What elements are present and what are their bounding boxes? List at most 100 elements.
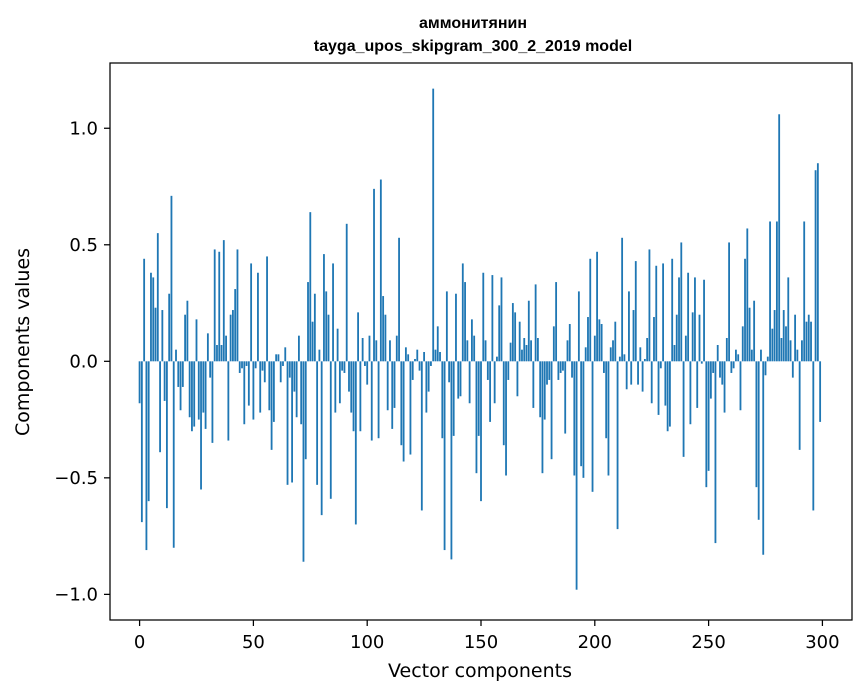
bar: [771, 328, 774, 362]
bar: [748, 307, 751, 362]
bar: [270, 361, 273, 450]
bar: [555, 282, 558, 362]
bar: [243, 361, 246, 425]
bar: [161, 310, 164, 362]
bar: [648, 249, 651, 362]
bar: [366, 361, 369, 385]
bar: [332, 263, 334, 362]
bar: [582, 361, 585, 478]
bar: [275, 354, 278, 362]
bar: [712, 361, 715, 373]
bar: [714, 361, 717, 544]
bar: [486, 361, 489, 380]
bar: [593, 335, 596, 362]
bar: [707, 361, 710, 471]
bar: [434, 349, 437, 362]
bar: [393, 361, 396, 408]
bar: [461, 263, 464, 362]
bar: [534, 284, 537, 362]
bar: [810, 321, 812, 362]
bar: [789, 340, 792, 362]
bar: [298, 335, 300, 362]
y-tick-label: 0.5: [69, 235, 98, 256]
bar: [536, 338, 539, 362]
bar: [703, 279, 705, 362]
bar: [247, 361, 250, 406]
bar: [432, 88, 435, 362]
plot-frame: [109, 62, 853, 621]
bar: [803, 221, 806, 362]
bar: [225, 335, 227, 362]
bar: [206, 333, 209, 362]
bar: [675, 314, 678, 362]
bar: [370, 361, 373, 441]
bar: [643, 358, 646, 362]
bar: [143, 258, 146, 362]
bar: [625, 361, 628, 390]
bar: [404, 347, 407, 362]
bar: [728, 242, 730, 362]
bar: [750, 349, 753, 362]
bar: [755, 361, 758, 488]
bar: [609, 347, 612, 362]
bar: [379, 179, 382, 362]
bar: [341, 361, 344, 371]
bar: [436, 326, 439, 362]
bar: [500, 277, 503, 362]
bar: [709, 361, 712, 399]
bar: [168, 293, 171, 362]
bar: [502, 361, 505, 446]
bar: [345, 223, 348, 362]
bar: [357, 312, 359, 362]
bar: [491, 275, 494, 362]
bar: [630, 361, 633, 385]
bar: [732, 361, 735, 369]
bar: [184, 314, 187, 362]
bar: [473, 335, 476, 362]
bar: [295, 361, 298, 418]
bar: [318, 349, 321, 362]
bar: [272, 361, 275, 422]
bar: [678, 277, 680, 362]
bar: [801, 340, 803, 362]
bar: [181, 361, 184, 387]
bar: [452, 361, 455, 436]
bar: [687, 272, 690, 362]
bar: [277, 354, 280, 362]
bar: [562, 361, 564, 371]
bar: [694, 277, 696, 362]
bar: [343, 361, 346, 373]
bar: [475, 361, 478, 474]
bar: [716, 345, 719, 362]
bar: [350, 361, 353, 413]
bar: [368, 335, 371, 362]
bar: [352, 361, 355, 432]
bar: [493, 361, 496, 404]
bar: [186, 300, 189, 362]
bar: [548, 361, 551, 380]
bar: [234, 289, 237, 362]
bar: [489, 361, 492, 422]
bar: [530, 340, 532, 362]
bar: [568, 324, 571, 362]
bar: [785, 326, 787, 362]
bar: [819, 361, 822, 422]
bar: [140, 361, 143, 523]
bar: [509, 342, 512, 362]
bar: [400, 361, 403, 446]
bar: [757, 361, 760, 520]
bar: [773, 310, 776, 362]
bar: [402, 361, 405, 462]
bar: [514, 312, 517, 362]
bar: [409, 361, 412, 455]
bar: [791, 361, 794, 378]
bar: [794, 314, 797, 362]
bar: [241, 361, 243, 369]
bar: [427, 361, 430, 392]
bar: [637, 361, 639, 385]
bar: [307, 282, 309, 362]
bar: [359, 361, 362, 432]
bar: [780, 338, 783, 362]
bar: [216, 345, 218, 362]
bar: [639, 347, 642, 362]
